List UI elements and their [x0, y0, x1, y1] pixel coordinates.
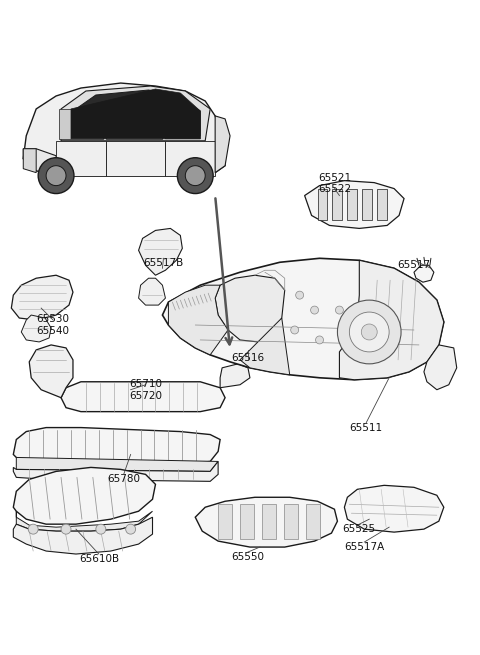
- Text: 65710
65720: 65710 65720: [129, 379, 162, 401]
- Polygon shape: [61, 382, 225, 411]
- Polygon shape: [61, 86, 210, 141]
- Circle shape: [46, 166, 66, 185]
- Polygon shape: [362, 189, 372, 221]
- Polygon shape: [305, 181, 404, 229]
- Polygon shape: [238, 348, 260, 365]
- Polygon shape: [215, 116, 230, 173]
- Circle shape: [311, 306, 319, 314]
- Circle shape: [315, 336, 324, 344]
- Polygon shape: [318, 189, 327, 221]
- Polygon shape: [139, 278, 166, 305]
- Polygon shape: [12, 275, 73, 320]
- Polygon shape: [215, 275, 285, 342]
- Polygon shape: [240, 318, 290, 375]
- Circle shape: [349, 312, 389, 352]
- Polygon shape: [21, 315, 51, 342]
- Text: 65530
65540: 65530 65540: [36, 314, 70, 336]
- Polygon shape: [240, 504, 254, 539]
- Polygon shape: [339, 260, 444, 380]
- Polygon shape: [56, 141, 106, 176]
- Polygon shape: [76, 90, 200, 136]
- Polygon shape: [106, 109, 162, 139]
- Polygon shape: [220, 364, 250, 388]
- Circle shape: [61, 524, 71, 534]
- Circle shape: [178, 158, 213, 194]
- Text: 65521
65522: 65521 65522: [318, 173, 351, 195]
- Polygon shape: [306, 504, 320, 539]
- Polygon shape: [59, 109, 103, 139]
- Polygon shape: [13, 428, 220, 468]
- Polygon shape: [218, 504, 232, 539]
- Text: 65610B: 65610B: [79, 554, 119, 564]
- Text: 65517: 65517: [397, 260, 431, 271]
- Polygon shape: [29, 345, 73, 398]
- Polygon shape: [166, 111, 200, 139]
- Polygon shape: [414, 265, 434, 282]
- Circle shape: [296, 291, 304, 299]
- Circle shape: [126, 524, 136, 534]
- Polygon shape: [23, 83, 225, 176]
- Polygon shape: [284, 504, 298, 539]
- Text: 65517A: 65517A: [344, 542, 384, 552]
- Polygon shape: [377, 189, 387, 221]
- Text: 65550: 65550: [231, 552, 264, 562]
- Text: 65516: 65516: [231, 353, 264, 363]
- Polygon shape: [195, 497, 337, 547]
- Polygon shape: [16, 511, 153, 531]
- Polygon shape: [23, 149, 56, 176]
- Circle shape: [361, 324, 377, 340]
- Polygon shape: [23, 149, 36, 173]
- Circle shape: [28, 524, 38, 534]
- Polygon shape: [13, 468, 156, 524]
- Polygon shape: [262, 504, 276, 539]
- Polygon shape: [139, 229, 182, 275]
- Polygon shape: [162, 258, 444, 380]
- Circle shape: [96, 524, 106, 534]
- Text: 65517B: 65517B: [144, 258, 183, 269]
- Text: 65780: 65780: [107, 474, 140, 484]
- Polygon shape: [106, 141, 166, 176]
- Polygon shape: [166, 141, 215, 176]
- Circle shape: [291, 326, 299, 334]
- Circle shape: [337, 300, 401, 364]
- Polygon shape: [333, 189, 342, 221]
- Polygon shape: [348, 189, 357, 221]
- Text: 65511: 65511: [350, 422, 383, 432]
- Circle shape: [336, 306, 343, 314]
- Polygon shape: [168, 285, 228, 355]
- Polygon shape: [71, 89, 200, 139]
- Polygon shape: [16, 457, 218, 472]
- Polygon shape: [344, 485, 444, 532]
- Circle shape: [38, 158, 74, 194]
- Text: 65525: 65525: [343, 524, 376, 534]
- Polygon shape: [13, 461, 218, 481]
- Polygon shape: [13, 517, 153, 554]
- Circle shape: [185, 166, 205, 185]
- Polygon shape: [424, 345, 457, 390]
